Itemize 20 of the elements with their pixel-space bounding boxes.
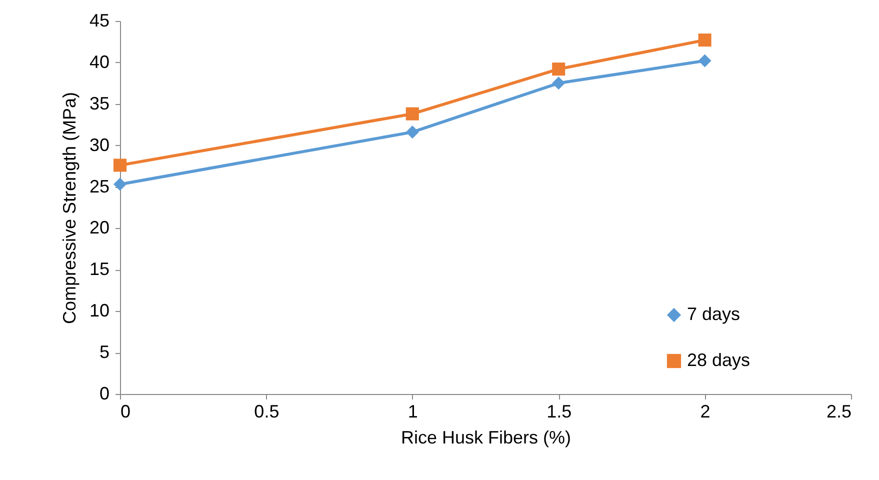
x-tick-label: 1.5 [546, 402, 572, 422]
y-tick-label: 35 [89, 93, 110, 114]
y-tick-label: 45 [89, 10, 110, 30]
x-tick-label: 2 [700, 402, 710, 422]
x-tick-label: 0.5 [254, 402, 280, 422]
y-tick-label: 30 [89, 134, 110, 155]
y-tick-label: 25 [89, 176, 110, 196]
x-tick-label: 2.5 [826, 402, 852, 422]
x-tick-label: 1 [408, 402, 418, 422]
y-tick-label: 10 [89, 300, 110, 321]
y-axis-title: Compressive Strength (MPa) [59, 92, 80, 324]
y-tick-label: 40 [89, 52, 110, 72]
legend-label: 28 days [687, 350, 750, 370]
x-tick-label: 0 [120, 402, 131, 422]
y-tick-label: 20 [89, 218, 110, 238]
y-tick-label: 5 [99, 342, 110, 362]
legend-label: 7 days [687, 304, 740, 324]
y-tick-label: 15 [89, 259, 110, 280]
x-axis-title: Rice Husk Fibers (%) [400, 428, 572, 448]
y-tick-label: 0 [99, 384, 110, 404]
